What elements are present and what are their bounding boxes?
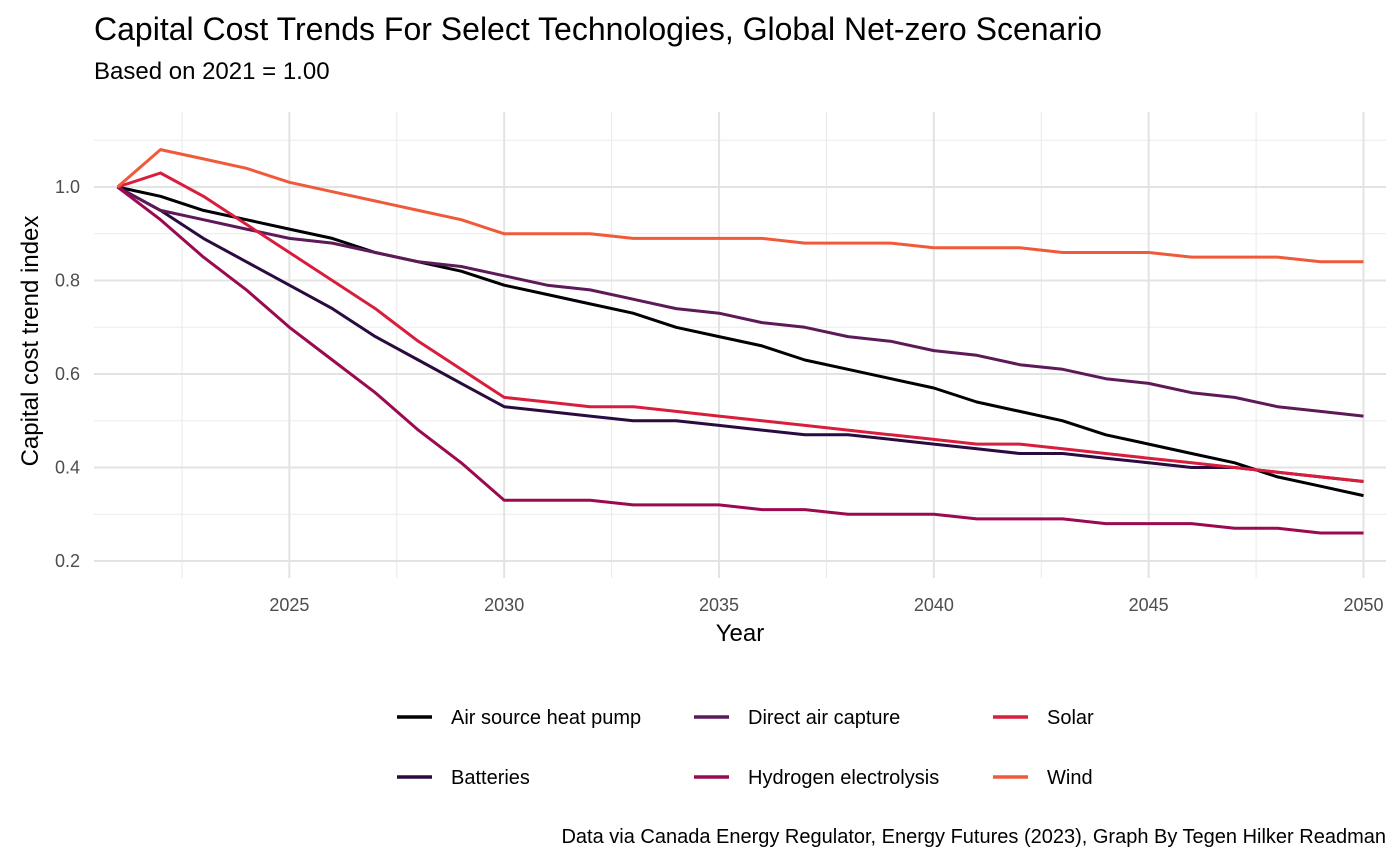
x-tick-label: 2040 xyxy=(914,595,954,615)
legend-label: Direct air capture xyxy=(748,707,900,729)
grid xyxy=(94,112,1386,578)
legend-label: Hydrogen electrolysis xyxy=(748,767,939,789)
chart-subtitle: Based on 2021 = 1.00 xyxy=(94,58,330,85)
legend-item-direct-air-capture: Direct air capture xyxy=(694,707,900,729)
x-tick-label: 2035 xyxy=(699,595,739,615)
x-tick-label: 2030 xyxy=(484,595,524,615)
y-axis-title: Capital cost trend index xyxy=(17,216,44,467)
tick-labels: 0.2 0.4 0.6 0.8 1.0 2025 2030 2035 2040 2045 2050 xyxy=(55,177,1384,615)
legend-item-batteries: Batteries xyxy=(397,767,530,789)
y-tick-label: 0.2 xyxy=(55,551,80,571)
legend-item-air-source-heat-pump: Air source heat pump xyxy=(397,707,641,729)
y-tick-label: 1.0 xyxy=(55,177,80,197)
x-axis-title: Year xyxy=(716,620,765,647)
chart-caption: Data via Canada Energy Regulator, Energy… xyxy=(561,826,1386,848)
legend-label: Air source heat pump xyxy=(451,707,641,729)
series-line-batteries xyxy=(116,185,1364,483)
x-tick-label: 2025 xyxy=(269,595,309,615)
legend-label: Wind xyxy=(1047,767,1093,789)
series-line-hydrogen-electrolysis xyxy=(116,185,1364,535)
chart-title: Capital Cost Trends For Select Technolog… xyxy=(94,11,1102,47)
y-tick-label: 0.6 xyxy=(55,364,80,384)
series-line-wind xyxy=(116,148,1364,264)
y-tick-label: 0.4 xyxy=(55,458,80,478)
series-line-air-source-heat-pump xyxy=(117,185,1364,498)
legend-item-solar: Solar xyxy=(993,707,1094,729)
legend-label: Solar xyxy=(1047,707,1094,729)
y-tick-label: 0.8 xyxy=(55,271,80,291)
legend-item-hydrogen-electrolysis: Hydrogen electrolysis xyxy=(694,767,939,789)
legend-label: Batteries xyxy=(451,767,530,789)
legend: Air source heat pump Batteries Direct air … xyxy=(397,707,1094,789)
legend-item-wind: Wind xyxy=(993,767,1093,789)
x-tick-label: 2045 xyxy=(1129,595,1169,615)
series-line-direct-air-capture xyxy=(116,185,1364,418)
series-line-solar xyxy=(117,171,1364,483)
series-lines xyxy=(116,148,1364,535)
x-tick-label: 2050 xyxy=(1343,595,1383,615)
